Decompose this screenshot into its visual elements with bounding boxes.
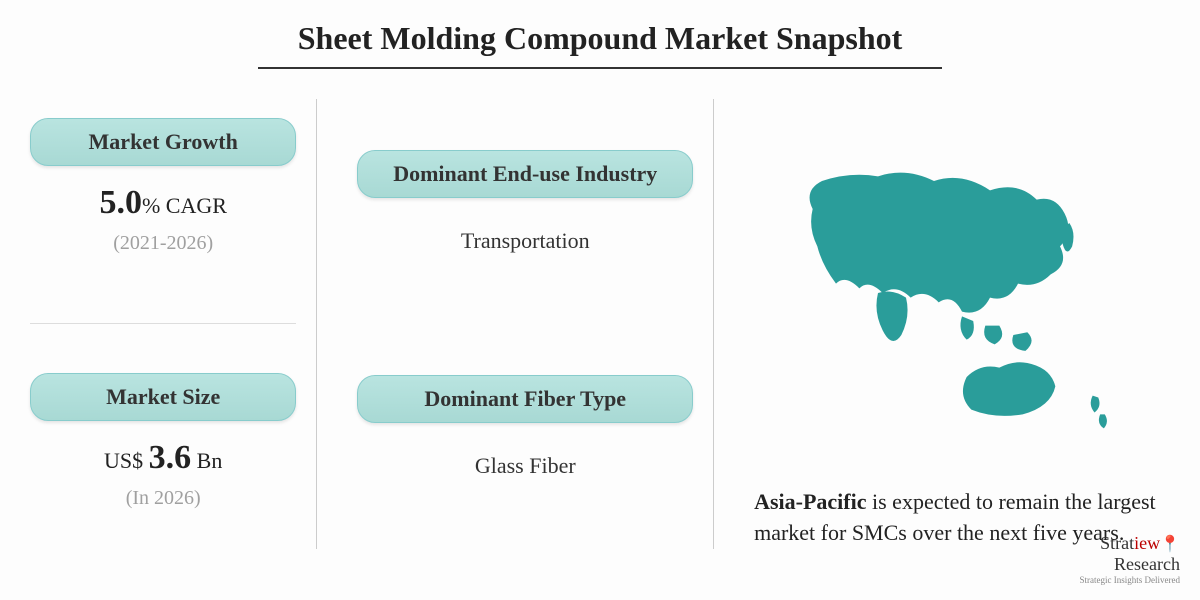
growth-period: (2021-2026) bbox=[30, 232, 296, 255]
logo-text-1: Strat bbox=[1100, 533, 1134, 553]
asia-pacific-map-icon bbox=[772, 153, 1152, 433]
brand-logo: Stratiew📍 Research Strategic Insights De… bbox=[1080, 533, 1180, 585]
fiber-value: Glass Fiber bbox=[357, 453, 693, 479]
map-area bbox=[754, 99, 1170, 487]
industry-block: Dominant End-use Industry Transportation bbox=[357, 150, 693, 254]
left-separator bbox=[30, 323, 296, 324]
growth-suffix: % CAGR bbox=[142, 193, 227, 218]
fiber-block: Dominant Fiber Type Glass Fiber bbox=[357, 375, 693, 479]
market-growth-pill: Market Growth bbox=[30, 118, 296, 166]
market-size-value: US$ 3.6 Bn bbox=[30, 439, 296, 477]
page-title: Sheet Molding Compound Market Snapshot bbox=[30, 20, 1170, 57]
size-prefix: US$ bbox=[104, 448, 149, 473]
size-period: (In 2026) bbox=[30, 487, 296, 510]
title-underline bbox=[258, 67, 942, 69]
right-column: Asia-Pacific is expected to remain the l… bbox=[734, 99, 1170, 549]
size-suffix: Bn bbox=[191, 448, 222, 473]
region-name: Asia-Pacific bbox=[754, 489, 866, 514]
pin-icon: 📍 bbox=[1160, 536, 1180, 553]
industry-value: Transportation bbox=[357, 228, 693, 254]
growth-number: 5.0 bbox=[99, 184, 142, 221]
logo-tagline: Strategic Insights Delivered bbox=[1080, 575, 1180, 585]
left-column: Market Growth 5.0% CAGR (2021-2026) Mark… bbox=[30, 99, 317, 549]
logo-text-3: Research bbox=[1114, 554, 1180, 574]
market-growth-value: 5.0% CAGR bbox=[30, 184, 296, 222]
fiber-pill: Dominant Fiber Type bbox=[357, 375, 693, 423]
logo-text-2: iew bbox=[1134, 533, 1160, 553]
market-size-block: Market Size US$ 3.6 Bn (In 2026) bbox=[30, 373, 296, 510]
market-growth-block: Market Growth 5.0% CAGR (2021-2026) bbox=[30, 118, 296, 255]
size-number: 3.6 bbox=[149, 439, 192, 476]
middle-column: Dominant End-use Industry Transportation… bbox=[337, 99, 714, 549]
industry-pill: Dominant End-use Industry bbox=[357, 150, 693, 198]
content-row: Market Growth 5.0% CAGR (2021-2026) Mark… bbox=[30, 99, 1170, 549]
market-size-pill: Market Size bbox=[30, 373, 296, 421]
